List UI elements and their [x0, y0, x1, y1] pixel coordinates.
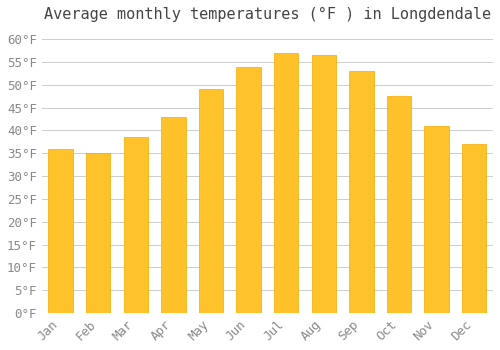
- Bar: [236, 66, 261, 313]
- Bar: [124, 137, 148, 313]
- Title: Average monthly temperatures (°F ) in Longdendale: Average monthly temperatures (°F ) in Lo…: [44, 7, 491, 22]
- Bar: [274, 53, 298, 313]
- Bar: [312, 55, 336, 313]
- Bar: [387, 96, 411, 313]
- Bar: [199, 89, 223, 313]
- Bar: [86, 153, 110, 313]
- Bar: [349, 71, 374, 313]
- Bar: [161, 117, 186, 313]
- Bar: [48, 149, 73, 313]
- Bar: [462, 144, 486, 313]
- Bar: [424, 126, 449, 313]
